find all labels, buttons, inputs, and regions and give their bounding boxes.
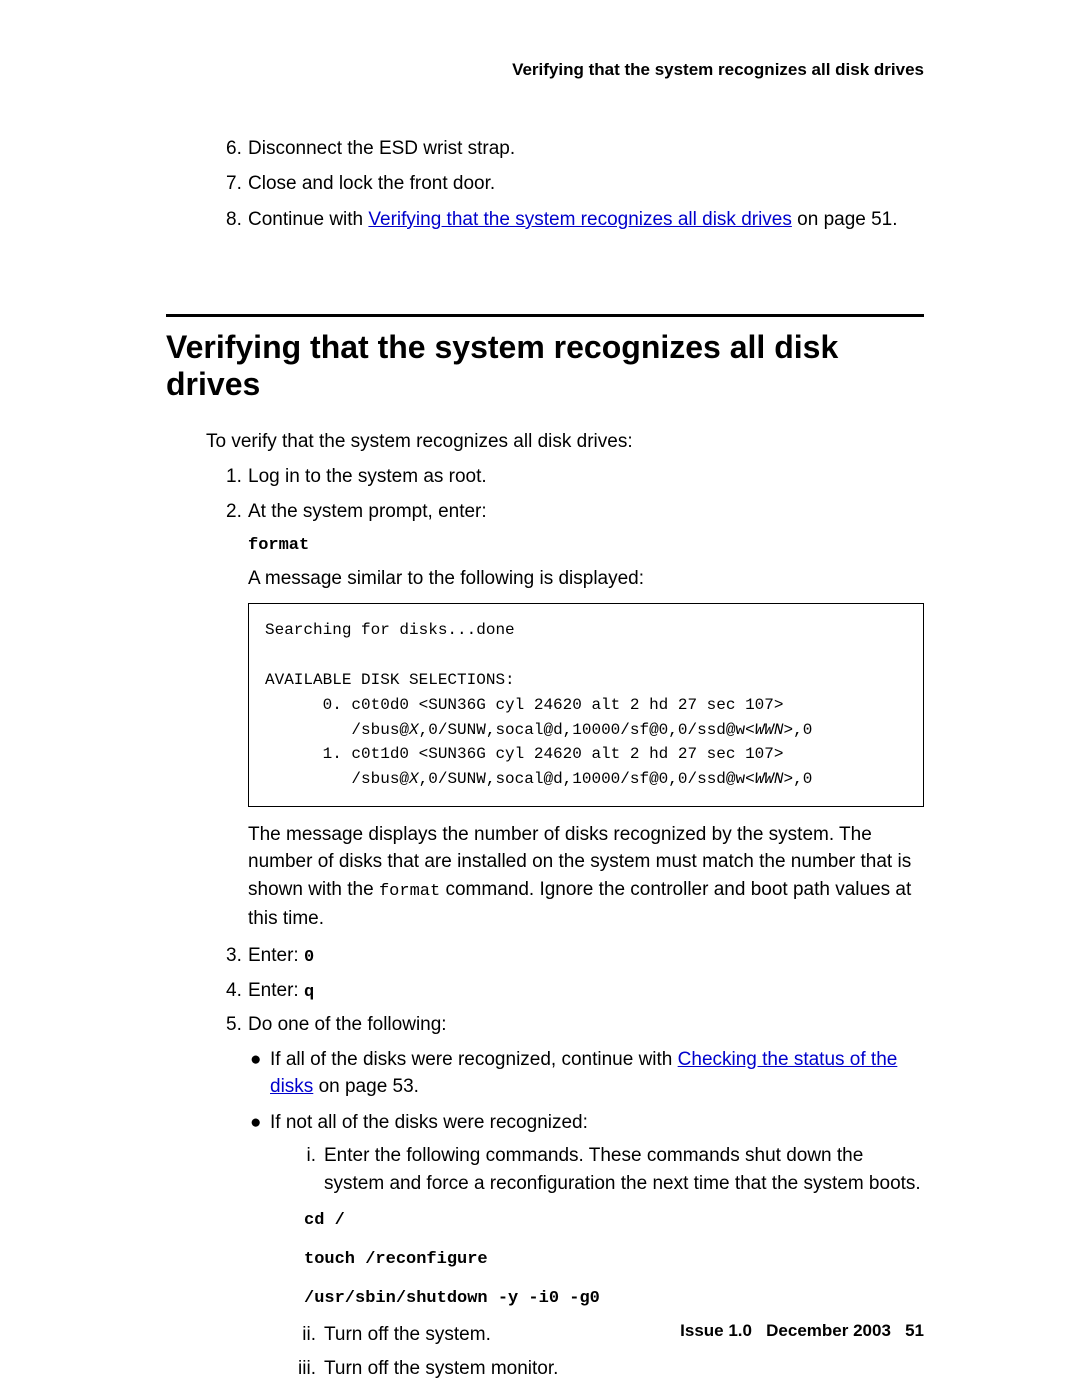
intro-step-7: 7.Close and lock the front door. [226,169,924,198]
roman-number: iii. [290,1355,324,1383]
step-text: Close and lock the front door. [248,173,495,194]
step-text: Do one of the following: [248,1014,447,1035]
step-2-body: format A message similar to the followin… [248,530,924,593]
command-cd: cd / [304,1211,345,1230]
substep-text: Enter the following commands. These comm… [324,1145,921,1194]
substep-iii: iii. Turn off the system monitor. [290,1355,924,1383]
section-lead: To verify that the system recognizes all… [206,431,924,453]
step-4: 4.Enter: q [226,977,924,1006]
substep-i: i. Enter the following commands. These c… [290,1142,924,1197]
step-number: 1. [226,463,248,492]
out-var: WWN [755,721,784,739]
footer-date: December 2003 [766,1321,891,1340]
step-number: 7. [226,169,248,198]
step-3: 3.Enter: 0 [226,942,924,971]
sub-ordered-list: i. Enter the following commands. These c… [290,1142,924,1197]
out-line: AVAILABLE DISK SELECTIONS: [265,671,515,689]
step-number: 8. [226,205,248,234]
intro-step-list: 6.Disconnect the ESD wrist strap. 7.Clos… [226,134,924,234]
out-var: WWN [755,770,784,788]
step-text: Enter: [248,945,304,966]
out-line: 1. c0t1d0 <SUN36G cyl 24620 alt 2 hd 27 … [265,745,783,763]
page: Verifying that the system recognizes all… [0,0,1080,1397]
command-shutdown: /usr/sbin/shutdown -y -i0 -g0 [304,1289,600,1308]
intro-step-6: 6.Disconnect the ESD wrist strap. [226,134,924,163]
roman-number: ii. [290,1321,324,1349]
bullet-text-prefix: If all of the disks were recognized, con… [270,1049,678,1070]
step-text: At the system prompt, enter: [248,501,487,522]
bullet-not-recognized: ● If not all of the disks were recognize… [250,1109,924,1389]
out-var: X [409,770,419,788]
command-block: cd / touch /reconfigure /usr/sbin/shutdo… [304,1205,924,1311]
bullet-icon: ● [250,1046,270,1101]
roman-number: i. [290,1142,324,1197]
step-number: 4. [226,977,248,1006]
step-2-message-intro: A message similar to the following is di… [248,565,924,594]
step-1: 1.Log in to the system as root. [226,463,924,492]
footer-issue: Issue 1.0 [680,1321,752,1340]
section-title: Verifying that the system recognizes all… [166,329,924,403]
out-line-seg: /sbus@ [265,770,409,788]
bullet-recognized: ● If all of the disks were recognized, c… [250,1046,924,1101]
bullet-icon: ● [250,1109,270,1389]
step-number: 5. [226,1011,248,1040]
command-format: format [248,536,309,555]
step-text-prefix: Continue with [248,209,368,230]
inline-code-format: format [379,882,440,901]
section-rule [166,314,924,317]
step-text: Enter: [248,980,304,1001]
out-var: X [409,721,419,739]
footer-page-number: 51 [905,1321,924,1340]
running-header: Verifying that the system recognizes all… [0,60,1080,80]
step-text-suffix: on page 51. [792,209,898,230]
step-number: 6. [226,134,248,163]
ordered-steps: 1.Log in to the system as root. 2.At the… [226,463,924,1388]
intro-step-8: 8.Continue with Verifying that the syste… [226,205,924,234]
out-line: 0. c0t0d0 <SUN36G cyl 24620 alt 2 hd 27 … [265,696,783,714]
step-text: Disconnect the ESD wrist strap. [248,138,515,159]
inline-code-0: 0 [304,948,314,967]
step-number: 3. [226,942,248,971]
out-line: Searching for disks...done [265,621,515,639]
step-2-note: The message displays the number of disks… [248,821,924,932]
step-number: 2. [226,498,248,527]
out-line-seg: >,0 [784,770,813,788]
out-line-seg: ,0/SUNW,socal@d,10000/sf@0,0/ssd@w< [419,770,755,788]
xref-link[interactable]: Verifying that the system recognizes all… [368,209,791,230]
substep-text: Turn off the system monitor. [324,1355,558,1383]
bullet-text-suffix: on page 53. [313,1076,419,1097]
page-footer: Issue 1.0 December 2003 51 [680,1321,924,1341]
inline-code-q: q [304,983,314,1002]
substep-text: Turn off the system. [324,1321,491,1349]
command-touch: touch /reconfigure [304,1250,488,1269]
bullet-text: If not all of the disks were recognized: [270,1112,588,1133]
out-line-seg: >,0 [784,721,813,739]
step-2: 2.At the system prompt, enter: format A … [226,498,924,932]
out-line-seg: ,0/SUNW,socal@d,10000/sf@0,0/ssd@w< [419,721,755,739]
step-text: Log in to the system as root. [248,466,487,487]
terminal-output: Searching for disks...done AVAILABLE DIS… [248,603,924,807]
out-line-seg: /sbus@ [265,721,409,739]
